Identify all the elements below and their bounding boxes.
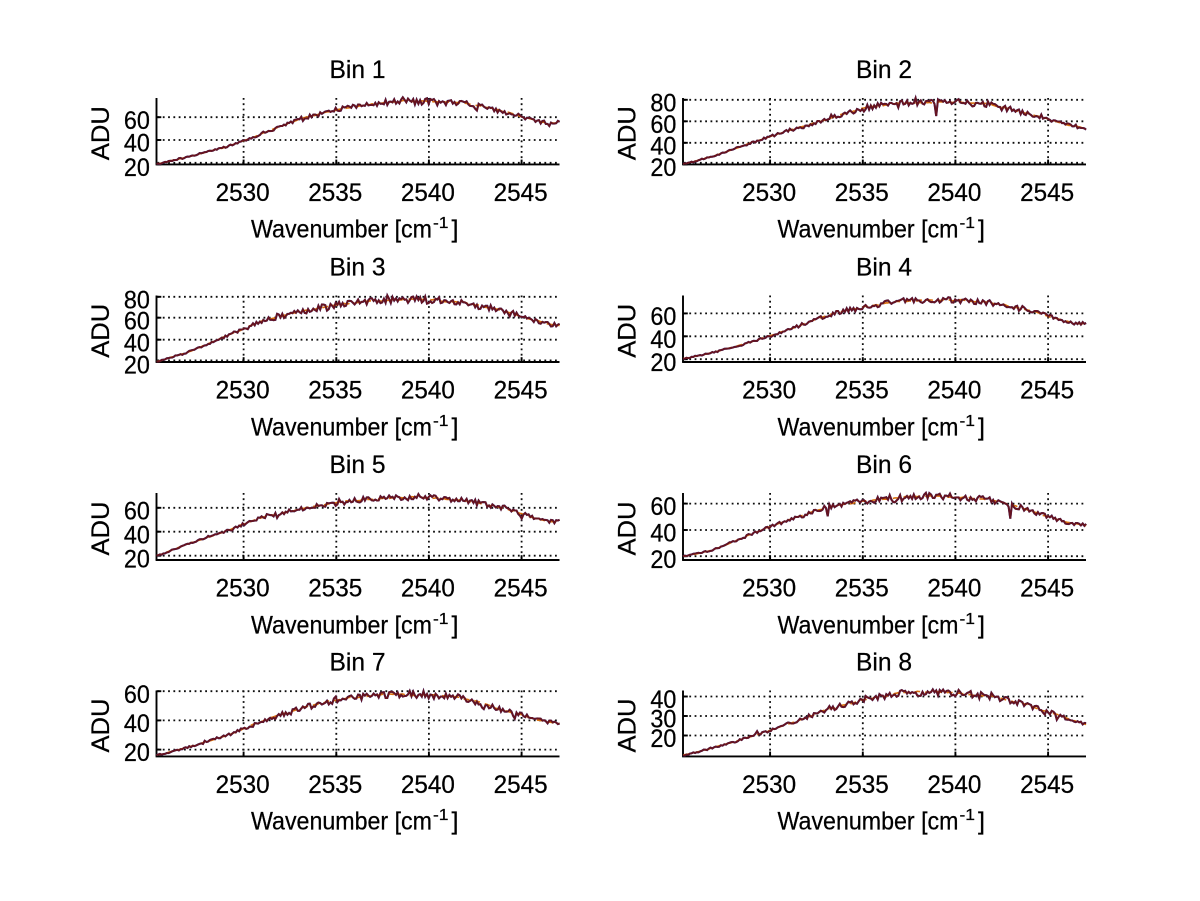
svg-text:]: ]: [978, 611, 985, 639]
svg-text:2530: 2530: [216, 179, 270, 207]
svg-text:-1: -1: [960, 807, 976, 824]
svg-text:2530: 2530: [216, 574, 270, 602]
svg-text:2540: 2540: [927, 376, 981, 404]
svg-text:60: 60: [124, 497, 150, 525]
svg-text:20: 20: [124, 352, 150, 380]
svg-text:2540: 2540: [401, 376, 455, 404]
svg-text:ADU: ADU: [87, 106, 115, 160]
svg-text:2540: 2540: [927, 771, 981, 799]
svg-text:40: 40: [124, 130, 150, 158]
svg-text:ADU: ADU: [614, 502, 642, 556]
svg-text:Wavenumber [cm: Wavenumber [cm: [251, 216, 432, 244]
svg-text:2535: 2535: [835, 179, 889, 207]
svg-text:Bin 8: Bin 8: [856, 649, 912, 677]
svg-text:2545: 2545: [1020, 376, 1074, 404]
svg-text:2535: 2535: [308, 574, 362, 602]
svg-text:]: ]: [452, 808, 459, 836]
svg-text:ADU: ADU: [87, 304, 115, 358]
svg-text:2530: 2530: [742, 771, 796, 799]
svg-text:2530: 2530: [742, 179, 796, 207]
svg-text:Wavenumber [cm: Wavenumber [cm: [251, 611, 432, 639]
svg-text:Bin 5: Bin 5: [330, 451, 386, 479]
svg-text:20: 20: [650, 725, 676, 753]
svg-text:2530: 2530: [742, 574, 796, 602]
svg-text:Wavenumber [cm: Wavenumber [cm: [778, 413, 959, 441]
svg-text:20: 20: [650, 349, 676, 377]
svg-text:ADU: ADU: [614, 699, 642, 753]
svg-text:80: 80: [650, 89, 676, 117]
svg-text:Bin 4: Bin 4: [856, 254, 912, 282]
svg-text:2535: 2535: [308, 771, 362, 799]
svg-text:-1: -1: [960, 611, 976, 628]
svg-text:80: 80: [124, 286, 150, 314]
svg-text:40: 40: [650, 326, 676, 354]
svg-text:ADU: ADU: [614, 304, 642, 358]
svg-text:ADU: ADU: [87, 699, 115, 753]
svg-text:2545: 2545: [1020, 179, 1074, 207]
svg-text:60: 60: [650, 303, 676, 331]
svg-text:]: ]: [978, 808, 985, 836]
svg-text:20: 20: [124, 739, 150, 767]
svg-text:-1: -1: [433, 611, 449, 628]
svg-text:2545: 2545: [494, 376, 548, 404]
svg-text:40: 40: [650, 520, 676, 548]
svg-text:40: 40: [124, 710, 150, 738]
svg-text:60: 60: [650, 493, 676, 521]
svg-text:2545: 2545: [494, 574, 548, 602]
svg-text:]: ]: [452, 216, 459, 244]
svg-text:2535: 2535: [835, 771, 889, 799]
svg-text:2535: 2535: [308, 179, 362, 207]
svg-text:2540: 2540: [401, 771, 455, 799]
svg-text:60: 60: [650, 111, 676, 139]
svg-text:]: ]: [978, 413, 985, 441]
svg-text:20: 20: [650, 546, 676, 574]
svg-text:2540: 2540: [401, 179, 455, 207]
svg-text:60: 60: [124, 307, 150, 335]
svg-text:-1: -1: [960, 215, 976, 232]
svg-text:40: 40: [124, 329, 150, 357]
svg-text:]: ]: [452, 413, 459, 441]
svg-text:20: 20: [650, 154, 676, 182]
svg-text:2530: 2530: [216, 771, 270, 799]
svg-text:]: ]: [452, 611, 459, 639]
svg-text:40: 40: [650, 132, 676, 160]
svg-text:20: 20: [124, 545, 150, 573]
svg-text:2535: 2535: [835, 574, 889, 602]
svg-text:Wavenumber [cm: Wavenumber [cm: [778, 216, 959, 244]
svg-text:2545: 2545: [1020, 574, 1074, 602]
svg-text:Bin 7: Bin 7: [330, 649, 386, 677]
svg-text:ADU: ADU: [87, 502, 115, 556]
svg-text:60: 60: [124, 681, 150, 709]
svg-text:-1: -1: [433, 215, 449, 232]
svg-text:2535: 2535: [835, 376, 889, 404]
svg-text:Bin 6: Bin 6: [856, 451, 912, 479]
svg-text:2530: 2530: [742, 376, 796, 404]
svg-text:2540: 2540: [927, 574, 981, 602]
svg-text:]: ]: [978, 216, 985, 244]
svg-text:2545: 2545: [494, 771, 548, 799]
svg-text:2540: 2540: [401, 574, 455, 602]
svg-text:2540: 2540: [927, 179, 981, 207]
svg-text:ADU: ADU: [614, 106, 642, 160]
svg-text:-1: -1: [433, 807, 449, 824]
svg-text:Bin 2: Bin 2: [856, 56, 912, 84]
svg-text:60: 60: [124, 107, 150, 135]
svg-text:30: 30: [650, 706, 676, 734]
svg-text:2535: 2535: [308, 376, 362, 404]
svg-text:-1: -1: [960, 413, 976, 430]
svg-text:20: 20: [124, 154, 150, 182]
svg-text:Wavenumber [cm: Wavenumber [cm: [778, 611, 959, 639]
svg-text:40: 40: [124, 521, 150, 549]
svg-text:Wavenumber [cm: Wavenumber [cm: [251, 413, 432, 441]
svg-text:2530: 2530: [216, 376, 270, 404]
svg-text:40: 40: [650, 686, 676, 714]
svg-text:Wavenumber [cm: Wavenumber [cm: [251, 808, 432, 836]
svg-text:-1: -1: [433, 413, 449, 430]
svg-text:2545: 2545: [494, 179, 548, 207]
svg-text:Wavenumber [cm: Wavenumber [cm: [778, 808, 959, 836]
svg-text:Bin 3: Bin 3: [330, 254, 386, 282]
svg-text:Bin 1: Bin 1: [330, 56, 386, 84]
svg-text:2545: 2545: [1020, 771, 1074, 799]
